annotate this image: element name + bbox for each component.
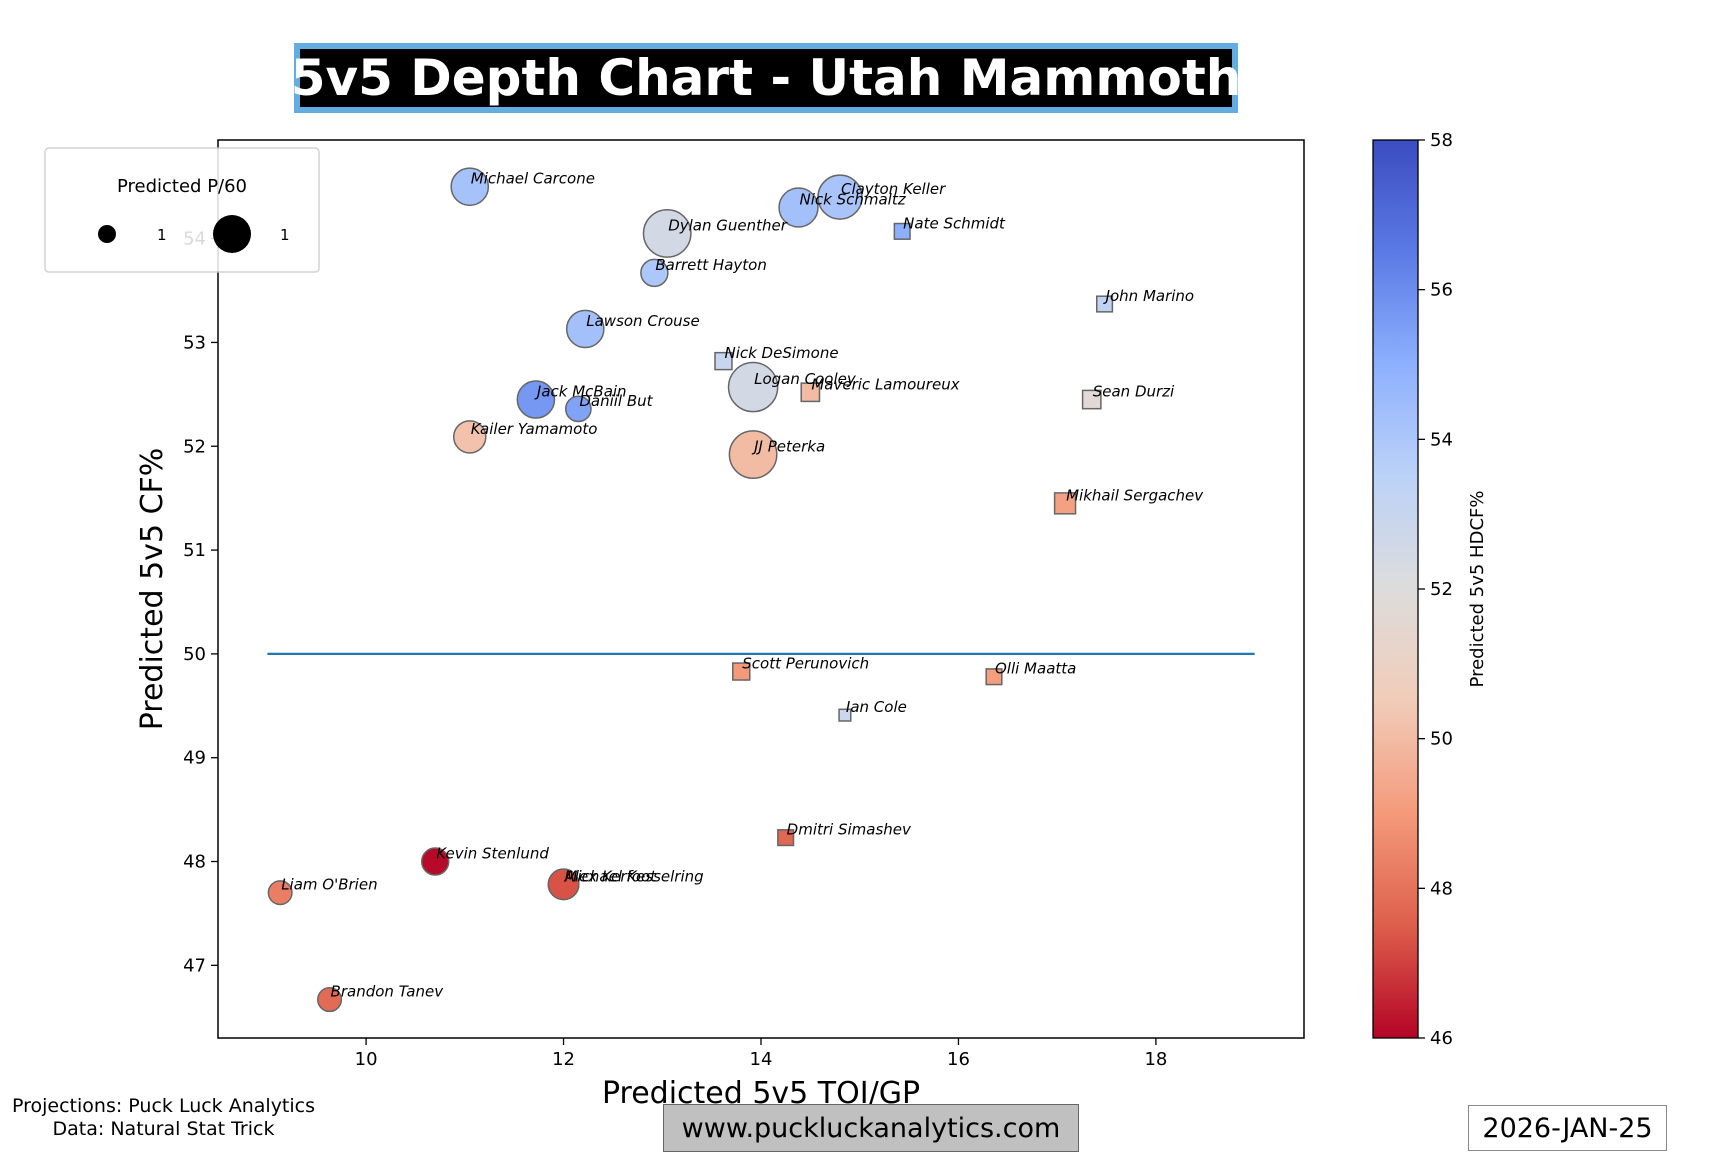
player-label: Nick Schmaltz	[800, 190, 907, 208]
player-label: Daniil But	[579, 392, 653, 410]
legend-label-small: 1	[157, 226, 167, 244]
player-marker	[778, 187, 819, 228]
y-tick-label: 49	[183, 748, 206, 769]
player-marker	[1095, 295, 1114, 313]
player-label: Mikhail Sergachev	[1066, 486, 1204, 504]
player-label: Michael Kesselring	[565, 867, 704, 885]
player-marker	[777, 829, 795, 847]
colorbar-tick-label: 48	[1430, 878, 1453, 899]
chart-title: 5v5 Depth Chart - Utah Mammoth	[290, 49, 1242, 107]
player-marker	[838, 708, 852, 722]
y-tick-label: 53	[183, 332, 206, 353]
player-label: Olli Maatta	[995, 660, 1076, 678]
player-label: Nick DeSimone	[724, 344, 838, 362]
player-marker	[817, 174, 863, 220]
y-tick-label: 52	[183, 436, 206, 457]
credits: Projections: Puck Luck Analytics Data: N…	[12, 1095, 315, 1141]
colorbar-tick-label: 46	[1430, 1028, 1453, 1049]
y-tick-label: 47	[183, 955, 206, 976]
x-tick-label: 18	[1144, 1049, 1167, 1070]
legend-title: Predicted P/60	[117, 176, 247, 197]
player-label: Scott Perunovich	[742, 655, 869, 673]
player-marker	[547, 868, 580, 901]
player-marker	[565, 309, 605, 349]
colorbar: 46 48 50 52 54 56 58 Predicted 5v5 HDCF%	[1372, 130, 1488, 1049]
player-marker	[1053, 492, 1077, 515]
player-marker	[267, 880, 293, 906]
y-tick-label: 50	[183, 644, 206, 665]
player-marker	[727, 361, 779, 413]
player-marker	[516, 380, 556, 419]
player-marker	[450, 167, 490, 207]
player-label: Kailer Yamamoto	[471, 420, 598, 438]
player-marker	[452, 420, 487, 454]
player-label: Dmitri Simashev	[787, 821, 912, 839]
size-legend: Predicted P/60 1 1	[44, 147, 320, 273]
player-marker	[642, 208, 692, 258]
player-label: JJ Peterka	[751, 438, 825, 456]
legend-label-large: 1	[280, 226, 290, 244]
player-marker	[893, 222, 911, 240]
colorbar-tick-label: 58	[1430, 130, 1453, 151]
y-tick-label: 48	[183, 852, 206, 873]
player-marker	[317, 987, 343, 1013]
plot-frame	[217, 139, 1305, 1039]
player-marker	[564, 395, 592, 423]
title-box: 5v5 Depth Chart - Utah Mammoth	[291, 43, 1241, 113]
player-label: Nate Schmidt	[903, 214, 1006, 232]
player-label: Kevin Stenlund	[436, 845, 549, 863]
player-label: Ian Cole	[846, 698, 907, 716]
colorbar-tick-label: 52	[1430, 579, 1453, 600]
player-label: Lawson Crouse	[586, 312, 699, 330]
player-label: John Marino	[1103, 287, 1195, 305]
player-label: Liam O'Brien	[281, 876, 377, 894]
player-marker	[420, 847, 450, 876]
player-label: Barrett Hayton	[655, 256, 767, 274]
plot-area: 10121416184748495051525354Predicted 5v5 …	[135, 139, 1305, 1111]
player-label: Clayton Keller	[841, 180, 946, 198]
colorbar-tick-label: 56	[1430, 280, 1453, 301]
player-marker	[640, 258, 669, 288]
player-marker	[1081, 389, 1102, 410]
player-marker	[985, 668, 1003, 686]
x-tick-label: 12	[552, 1049, 575, 1070]
legend-marker-large	[213, 215, 251, 253]
credit-data: Data: Natural Stat Trick	[52, 1118, 275, 1140]
colorbar-tick-label: 54	[1430, 429, 1453, 450]
x-tick-label: 10	[355, 1049, 378, 1070]
legend-box	[44, 147, 320, 273]
player-label: Michael Carcone	[471, 170, 595, 188]
player-label: Logan Cooley	[754, 370, 857, 388]
y-axis-label: Predicted 5v5 CF%	[135, 448, 170, 731]
legend-marker-small	[98, 225, 116, 243]
player-label: Sean Durzi	[1093, 383, 1175, 401]
player-marker	[732, 662, 751, 681]
website-url[interactable]: www.puckluckanalytics.com	[663, 1104, 1079, 1152]
player-label: Alex Kerfoot	[564, 867, 658, 885]
player-label: Jack McBain	[534, 383, 627, 401]
player-marker	[728, 430, 778, 480]
colorbar-label: Predicted 5v5 HDCF%	[1467, 491, 1488, 688]
x-tick-label: 14	[750, 1049, 773, 1070]
colorbar-tick-label: 50	[1430, 729, 1453, 750]
player-marker	[714, 351, 733, 371]
credit-projections: Projections: Puck Luck Analytics	[12, 1095, 316, 1117]
player-label: Brandon Tanev	[331, 983, 445, 1001]
y-tick-label: 51	[183, 540, 206, 561]
player-label: Maveric Lamoureux	[811, 375, 959, 393]
date-badge: 2026-JAN-25	[1468, 1105, 1667, 1151]
player-label: Dylan Guenther	[668, 216, 788, 234]
colorbar-gradient	[1372, 139, 1419, 1039]
player-marker	[800, 382, 821, 403]
x-tick-label: 16	[947, 1049, 970, 1070]
